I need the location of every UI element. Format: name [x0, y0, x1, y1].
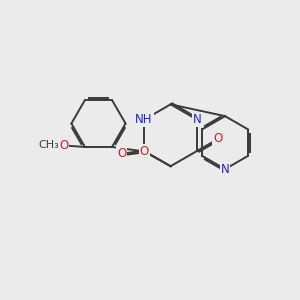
Text: NH: NH	[135, 113, 153, 126]
Text: N: N	[221, 163, 230, 176]
Text: O: O	[140, 145, 149, 158]
Text: CH₃: CH₃	[39, 140, 59, 150]
Text: O: O	[59, 139, 68, 152]
Text: O: O	[117, 147, 126, 160]
Text: O: O	[213, 133, 223, 146]
Text: N: N	[193, 113, 202, 126]
